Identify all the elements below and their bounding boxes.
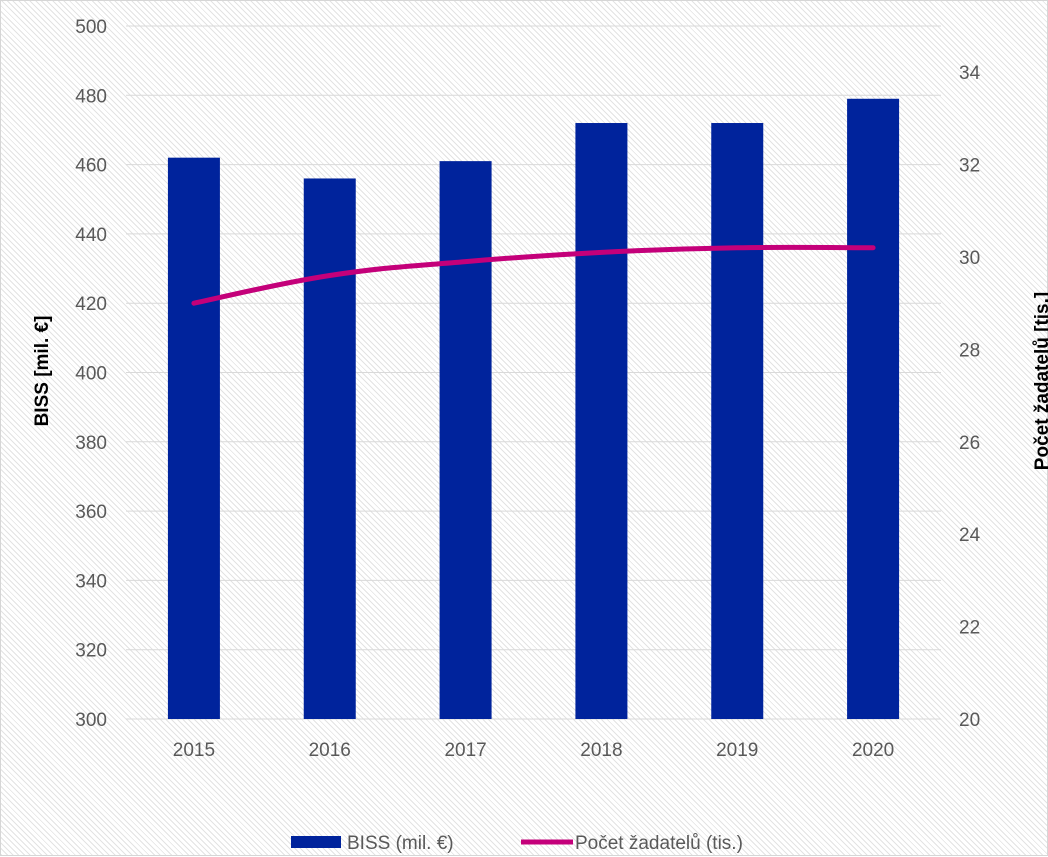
left-axis-ticks: 300 320 340 360 380 400 420 440 460 480 500 <box>75 17 107 731</box>
gridlines <box>126 26 941 719</box>
x-tick-label: 2017 <box>444 740 486 761</box>
right-tick-label: 30 <box>959 248 980 269</box>
bar-2016 <box>304 178 356 719</box>
right-tick-label: 24 <box>959 525 981 546</box>
right-tick-label: 34 <box>959 63 981 84</box>
left-tick-label: 480 <box>75 86 107 107</box>
bar-series <box>168 99 899 719</box>
left-tick-label: 300 <box>75 710 107 731</box>
left-tick-label: 500 <box>75 17 107 38</box>
left-axis-title: BISS [mil. €] <box>32 316 53 427</box>
line-series <box>194 247 873 303</box>
right-tick-label: 20 <box>959 710 980 731</box>
right-tick-label: 26 <box>959 433 980 454</box>
left-tick-label: 320 <box>75 641 107 662</box>
left-tick-label: 420 <box>75 294 107 315</box>
legend-label-applicants: Počet žadatelů (tis.) <box>575 833 743 854</box>
left-tick-label: 360 <box>75 502 107 523</box>
right-tick-label: 32 <box>959 156 980 177</box>
left-tick-label: 440 <box>75 225 107 246</box>
right-axis-ticks: 20 22 24 26 28 30 32 34 <box>959 63 981 731</box>
right-tick-label: 28 <box>959 340 980 361</box>
right-tick-label: 22 <box>959 618 980 639</box>
bar-2018 <box>575 123 627 719</box>
legend: BISS (mil. €) Počet žadatelů (tis.) <box>291 833 743 854</box>
x-tick-label: 2016 <box>309 740 351 761</box>
legend-label-biss: BISS (mil. €) <box>347 833 454 854</box>
bar-2015 <box>168 158 220 719</box>
x-tick-label: 2020 <box>852 740 894 761</box>
left-tick-label: 380 <box>75 433 107 454</box>
right-axis-title: Počet žadatelů [tis.] <box>1032 292 1048 470</box>
left-tick-label: 460 <box>75 156 107 177</box>
bar-2020 <box>847 99 899 719</box>
left-tick-label: 340 <box>75 571 107 592</box>
bar-2019 <box>711 123 763 719</box>
legend-swatch-biss <box>291 836 341 848</box>
x-tick-label: 2018 <box>580 740 622 761</box>
bar-2017 <box>440 161 492 719</box>
x-tick-label: 2015 <box>173 740 215 761</box>
left-tick-label: 400 <box>75 364 107 385</box>
x-axis-ticks: 2015 2016 2017 2018 2019 2020 <box>173 740 894 761</box>
applicants-line <box>194 247 873 303</box>
x-tick-label: 2019 <box>716 740 758 761</box>
